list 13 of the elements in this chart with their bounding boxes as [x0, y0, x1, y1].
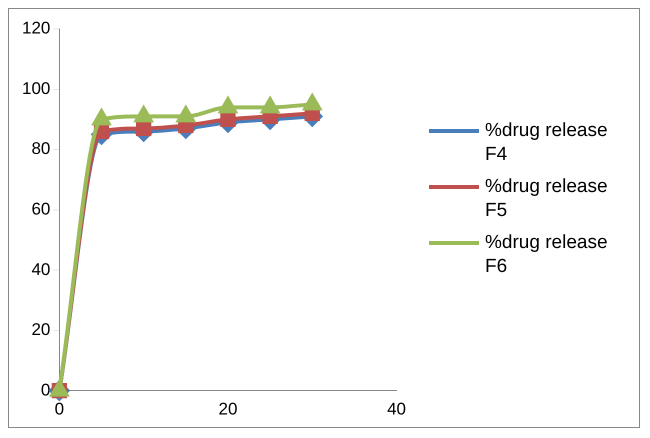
x-tick-label: 20: [218, 399, 238, 418]
x-tick-label: 40: [387, 399, 406, 418]
x-tick-label: 0: [54, 399, 64, 418]
y-tick-label: 100: [22, 78, 50, 98]
y-tick-label: 80: [31, 139, 50, 158]
y-tick-label: 120: [22, 18, 50, 38]
y-tick-label: 0: [40, 380, 50, 400]
y-tick-label: 60: [31, 199, 50, 218]
y-tick-label: 20: [31, 320, 50, 340]
legend-label: %drug release F5: [485, 175, 609, 223]
legend-label: %drug release F4: [485, 119, 609, 167]
legend-label: %drug release F6: [485, 231, 609, 279]
y-tick-label: 40: [31, 260, 50, 279]
